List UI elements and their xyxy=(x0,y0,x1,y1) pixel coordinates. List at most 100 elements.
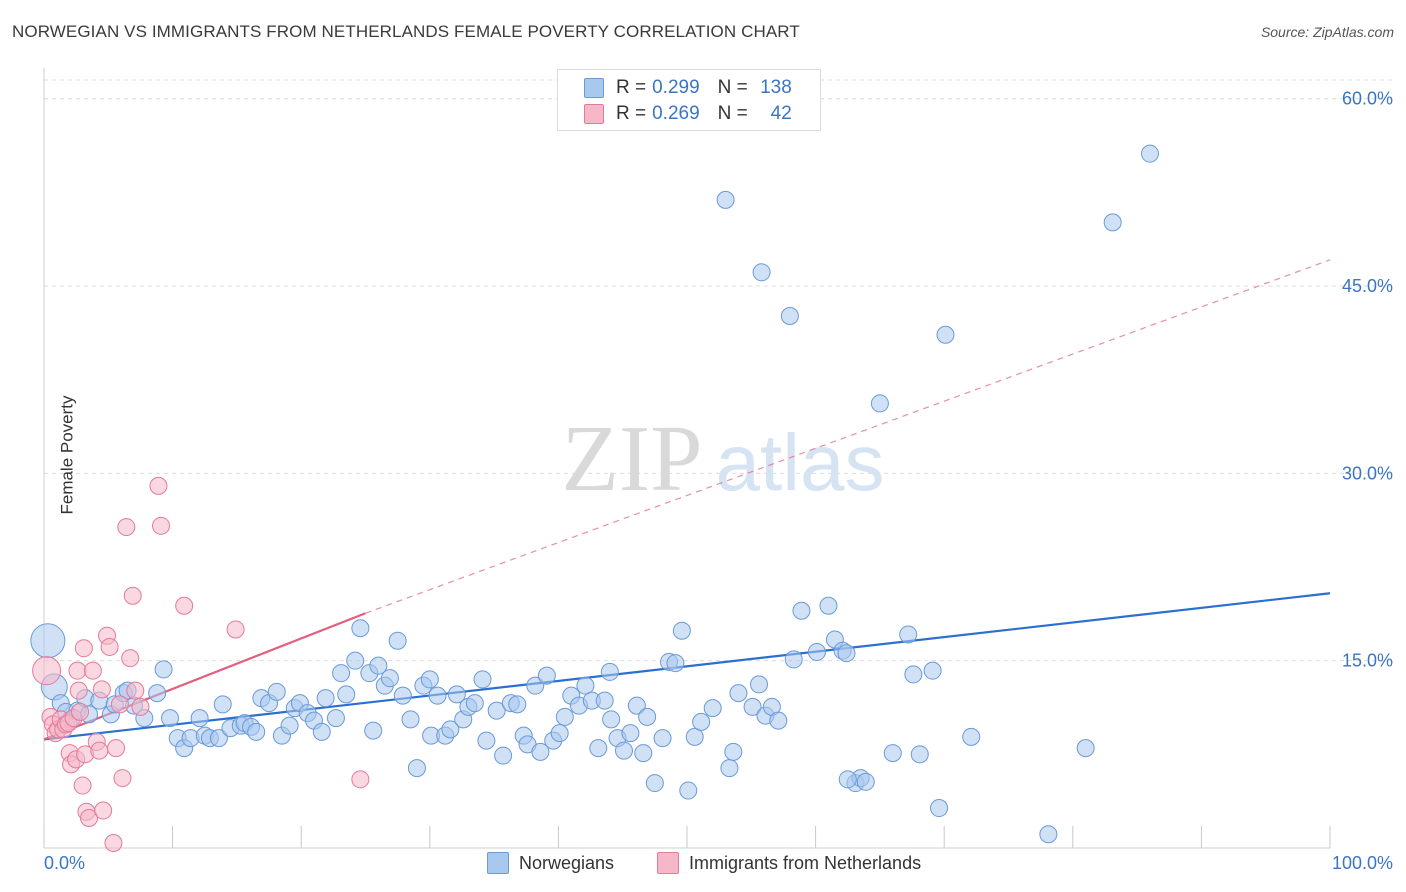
point-netherlands xyxy=(113,769,132,788)
point-norwegians xyxy=(936,325,955,344)
point-norwegians xyxy=(401,710,420,729)
point-norwegians xyxy=(720,759,739,778)
point-norwegians xyxy=(743,697,762,716)
point-netherlands xyxy=(123,586,142,605)
legend-n-label: N = xyxy=(717,103,748,124)
point-norwegians xyxy=(477,731,496,750)
point-norwegians xyxy=(1103,213,1122,232)
point-norwegians xyxy=(589,739,608,758)
point-norwegians xyxy=(209,729,228,748)
point-norwegians xyxy=(213,695,232,714)
legend-n-value: 138 xyxy=(760,77,792,98)
point-netherlands xyxy=(149,476,168,495)
point-norwegians xyxy=(716,190,735,209)
point-netherlands xyxy=(126,681,145,700)
legend-swatch-pink xyxy=(657,852,679,874)
trend-lines xyxy=(43,259,1331,741)
point-norwegians xyxy=(393,686,412,705)
point-norwegians xyxy=(838,770,857,789)
bottom-legend-netherlands: Immigrants from Netherlands xyxy=(657,852,921,874)
point-netherlands xyxy=(110,695,129,714)
point-norwegians xyxy=(752,263,771,282)
point-norwegians xyxy=(904,665,923,684)
point-norwegians xyxy=(526,676,545,695)
legend-r-label: R = xyxy=(616,103,647,124)
x-tick-label: 0.0% xyxy=(44,853,85,873)
point-norwegians xyxy=(447,685,466,704)
trend-line-norwegians xyxy=(43,592,1331,741)
point-norwegians xyxy=(388,631,407,650)
gridlines xyxy=(44,79,1393,662)
point-norwegians xyxy=(161,709,180,728)
point-norwegians xyxy=(337,685,356,704)
point-norwegians xyxy=(346,651,365,670)
point-netherlands xyxy=(351,770,370,789)
point-norwegians xyxy=(679,781,698,800)
point-norwegians xyxy=(672,621,691,640)
y-axis-label: Female Poverty xyxy=(57,395,77,515)
legend-swatch-blue xyxy=(487,852,509,874)
point-norwegians xyxy=(899,625,918,644)
point-netherlands xyxy=(104,834,123,853)
legend-row-norwegians: R = 0.299 N = 138 xyxy=(584,76,792,100)
point-norwegians xyxy=(267,682,286,701)
point-norwegians xyxy=(1140,144,1159,163)
legend-n-value: 42 xyxy=(770,103,792,124)
legend-r-value: 0.299 xyxy=(652,77,700,98)
point-norwegians xyxy=(703,699,722,718)
point-netherlands xyxy=(107,739,126,758)
point-netherlands xyxy=(32,656,62,686)
point-norwegians xyxy=(420,670,439,689)
point-norwegians xyxy=(473,670,492,689)
chart-title: NORWEGIAN VS IMMIGRANTS FROM NETHERLANDS… xyxy=(12,22,800,41)
point-netherlands xyxy=(152,516,171,535)
point-norwegians xyxy=(685,727,704,746)
point-norwegians xyxy=(30,623,66,659)
point-netherlands xyxy=(117,518,136,537)
point-norwegians xyxy=(494,746,513,765)
point-norwegians xyxy=(555,707,574,726)
point-norwegians xyxy=(312,722,331,741)
point-norwegians xyxy=(380,669,399,688)
point-norwegians xyxy=(724,742,743,761)
point-norwegians xyxy=(638,707,657,726)
legend-swatch-pink xyxy=(584,104,604,124)
y-tick-label: 15.0% xyxy=(1342,651,1393,671)
point-norwegians xyxy=(780,307,799,326)
point-netherlands xyxy=(90,741,109,760)
point-norwegians xyxy=(634,744,653,763)
point-norwegians xyxy=(316,689,335,708)
point-norwegians xyxy=(645,774,664,793)
data-points xyxy=(30,144,1159,853)
tick-labels: 15.0% 30.0% 45.0% 60.0% 0.0% 100.0% xyxy=(44,89,1393,873)
trend-line-netherlands xyxy=(43,612,366,741)
point-norwegians xyxy=(280,716,299,735)
x-tick-label: 100.0% xyxy=(1332,853,1393,873)
watermark: ZIP atlas xyxy=(562,407,885,511)
point-norwegians xyxy=(792,601,811,620)
point-norwegians xyxy=(537,666,556,685)
legend-r-value: 0.269 xyxy=(652,103,700,124)
point-norwegians xyxy=(923,661,942,680)
y-tick-label: 30.0% xyxy=(1342,463,1393,483)
legend-r-label: R = xyxy=(616,77,647,98)
axes xyxy=(43,68,1331,849)
point-norwegians xyxy=(930,799,949,818)
point-norwegians xyxy=(369,656,388,675)
point-norwegians xyxy=(595,691,614,710)
point-norwegians xyxy=(602,710,621,729)
point-norwegians xyxy=(441,720,460,739)
point-norwegians xyxy=(692,712,711,731)
point-norwegians xyxy=(621,724,640,743)
point-norwegians xyxy=(247,722,266,741)
point-norwegians xyxy=(364,721,383,740)
point-norwegians xyxy=(531,742,550,761)
point-norwegians xyxy=(750,675,769,694)
point-norwegians xyxy=(666,654,685,673)
point-netherlands xyxy=(71,702,90,721)
point-netherlands xyxy=(69,681,88,700)
point-norwegians xyxy=(614,741,633,760)
point-norwegians xyxy=(1039,825,1058,844)
point-norwegians xyxy=(600,662,619,681)
